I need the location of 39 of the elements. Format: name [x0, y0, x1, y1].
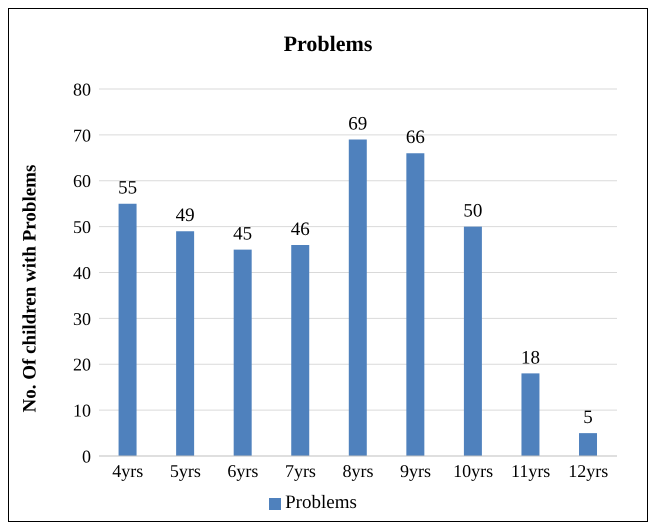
x-tick-label: 12yrs	[568, 460, 608, 481]
bar	[118, 204, 137, 456]
x-tick-label: 6yrs	[227, 460, 258, 481]
legend-label: Problems	[285, 492, 357, 513]
data-label: 49	[176, 205, 195, 226]
data-label: 46	[290, 218, 310, 240]
bar	[521, 373, 540, 456]
bar	[291, 244, 310, 456]
x-tick-label: 10yrs	[453, 460, 494, 481]
y-tick-label: 40	[73, 262, 91, 283]
data-label: 66	[406, 127, 425, 148]
bar	[406, 153, 424, 456]
data-label: 18	[520, 347, 540, 368]
data-label: 45	[233, 224, 252, 245]
y-tick-label: 30	[73, 308, 91, 329]
data-label: 50	[463, 200, 482, 222]
y-tick-label: 70	[73, 125, 91, 146]
data-label: 5	[583, 407, 593, 428]
bar	[234, 250, 252, 456]
bar	[348, 139, 367, 456]
data-label: 69	[348, 113, 368, 134]
chart-title: Problems	[282, 31, 374, 57]
y-tick-label: 50	[73, 217, 91, 238]
bar	[176, 231, 194, 456]
x-tick-label: 4yrs	[112, 460, 144, 481]
y-tick-label: 10	[73, 400, 91, 421]
data-label: 55	[118, 178, 138, 199]
x-tick-label: 8yrs	[342, 460, 374, 481]
x-tick-label: 9yrs	[400, 460, 432, 481]
x-tick-label: 7yrs	[284, 460, 316, 481]
y-axis-title: No. Of children with Problems	[20, 164, 41, 412]
y-tick-label: 0	[82, 446, 91, 466]
x-tick-label: 11yrs	[510, 460, 550, 481]
x-tick-label: 5yrs	[170, 460, 201, 481]
y-tick-label: 60	[73, 171, 91, 192]
y-tick-label: 20	[73, 354, 91, 375]
bar	[579, 433, 598, 456]
y-tick-label: 80	[73, 79, 91, 100]
bar	[464, 226, 482, 456]
